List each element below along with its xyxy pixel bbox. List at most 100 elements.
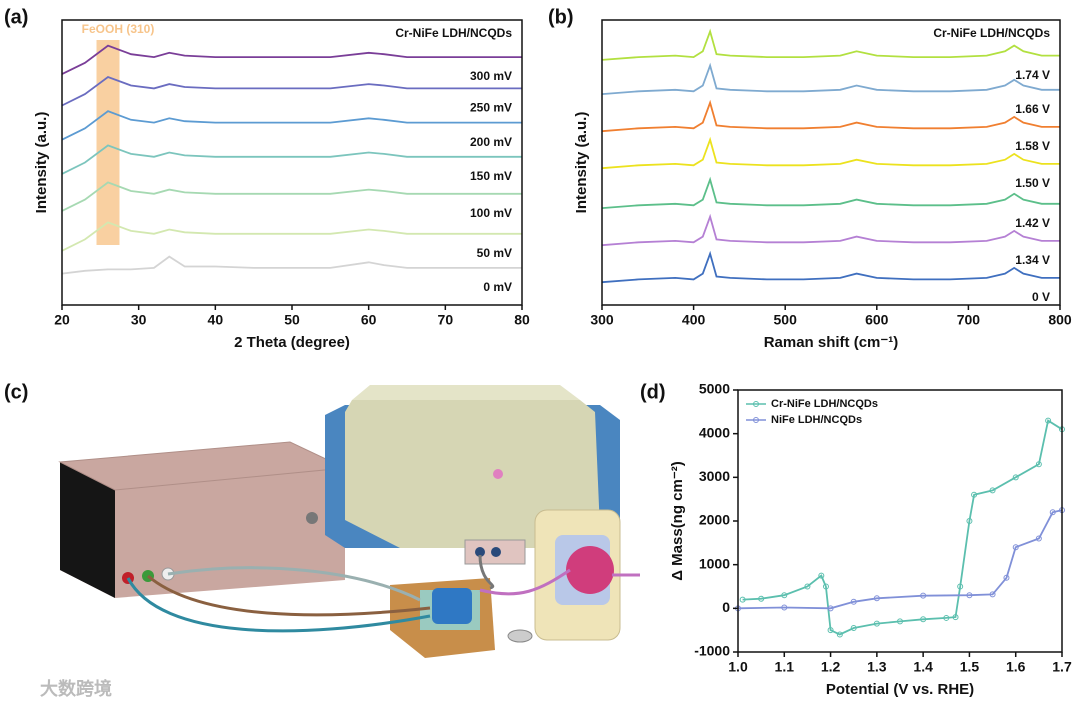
y-axis-label: Intensity (a.u.) bbox=[573, 112, 590, 214]
series-label: 1.50 V bbox=[1015, 176, 1050, 190]
marker bbox=[758, 595, 765, 602]
series-line bbox=[61, 44, 522, 75]
watermark: 大数跨境 bbox=[40, 678, 112, 699]
marker bbox=[952, 614, 959, 621]
marker bbox=[1045, 417, 1052, 424]
series-label: 0 V bbox=[1032, 290, 1050, 304]
marker bbox=[1035, 535, 1042, 542]
x-tick-label: 1.4 bbox=[913, 659, 933, 675]
series-line bbox=[601, 250, 1060, 284]
marker bbox=[873, 620, 880, 627]
marker bbox=[989, 487, 996, 494]
x-tick-label: 700 bbox=[957, 312, 981, 328]
series-label: 250 mV bbox=[470, 101, 512, 115]
marker bbox=[804, 583, 811, 590]
indicator bbox=[493, 469, 503, 479]
marker bbox=[850, 624, 857, 631]
x-axis-label: 2 Theta (degree) bbox=[234, 334, 350, 351]
series-line bbox=[601, 62, 1060, 95]
x-tick-label: 800 bbox=[1048, 312, 1072, 328]
highlight-band bbox=[96, 40, 120, 245]
marker bbox=[920, 616, 927, 623]
series-label: 1.58 V bbox=[1015, 139, 1050, 153]
marker bbox=[1012, 474, 1019, 481]
series-label: 1.66 V bbox=[1015, 102, 1050, 116]
y-tick-label: 5000 bbox=[699, 381, 730, 397]
legend-label: Cr-NiFe LDH/NCQDs bbox=[771, 398, 878, 410]
plot-frame bbox=[61, 19, 523, 306]
marker bbox=[957, 583, 964, 590]
series-label: 100 mV bbox=[470, 206, 512, 220]
panel-label: (b) bbox=[548, 6, 574, 28]
marker bbox=[897, 618, 903, 625]
marker bbox=[781, 592, 788, 599]
series-line bbox=[601, 136, 1060, 170]
marker bbox=[850, 598, 857, 605]
x-tick-label: 1.1 bbox=[775, 659, 795, 675]
panel-label: (d) bbox=[640, 381, 666, 403]
y-tick-label: 2000 bbox=[699, 512, 730, 528]
series-label: 0 mV bbox=[483, 280, 512, 294]
cable bbox=[167, 566, 421, 602]
series-label: 1.34 V bbox=[1015, 253, 1050, 267]
x-tick-label: 300 bbox=[590, 312, 614, 328]
x-tick-label: 1.7 bbox=[1052, 659, 1072, 675]
marker bbox=[827, 605, 834, 612]
wire bbox=[478, 554, 495, 590]
legend-marker bbox=[753, 401, 759, 407]
y-axis-label: Intensity (a.u.) bbox=[33, 112, 50, 214]
series-line bbox=[61, 221, 522, 252]
y-tick-label: 4000 bbox=[699, 424, 730, 440]
y-tick-label: 3000 bbox=[699, 468, 730, 484]
series-label: 150 mV bbox=[470, 169, 512, 183]
marker bbox=[971, 491, 978, 498]
cable bbox=[147, 574, 431, 617]
series-label: 200 mV bbox=[470, 135, 512, 149]
y-tick-label: 1000 bbox=[699, 555, 730, 571]
legend-label: NiFe LDH/NCQDs bbox=[771, 414, 862, 426]
x-axis-label: Potential (V vs. RHE) bbox=[826, 681, 974, 698]
x-tick-label: 50 bbox=[284, 312, 300, 328]
marker bbox=[920, 592, 927, 599]
y-axis-label: Δ Mass(ng cm⁻²) bbox=[669, 461, 686, 581]
series-label: 300 mV bbox=[470, 69, 512, 83]
series-line bbox=[61, 181, 522, 212]
marker bbox=[1003, 574, 1010, 581]
series-label: 50 mV bbox=[477, 246, 512, 260]
series-line bbox=[61, 144, 522, 175]
apparatus-diagram bbox=[58, 385, 640, 658]
series-line bbox=[742, 419, 1063, 636]
annotation: Cr-NiFe LDH/NCQDs bbox=[933, 26, 1050, 40]
x-tick-label: 60 bbox=[361, 312, 377, 328]
marker bbox=[1049, 509, 1056, 516]
x-tick-label: 20 bbox=[54, 312, 70, 328]
marker bbox=[836, 631, 843, 638]
qcm-front bbox=[345, 400, 600, 548]
panel-label: (c) bbox=[4, 381, 28, 403]
x-tick-label: 1.0 bbox=[728, 659, 748, 675]
series-label: 1.74 V bbox=[1015, 68, 1050, 82]
y-tick-label: -1000 bbox=[694, 643, 730, 659]
x-tick-label: 500 bbox=[774, 312, 798, 328]
socket bbox=[475, 547, 485, 557]
series-line bbox=[61, 75, 522, 107]
plot-frame bbox=[737, 389, 1063, 653]
x-tick-label: 30 bbox=[131, 312, 147, 328]
knob bbox=[306, 512, 318, 524]
series-line bbox=[601, 28, 1060, 61]
x-tick-label: 1.6 bbox=[1006, 659, 1026, 675]
box-side bbox=[60, 462, 115, 598]
marker bbox=[873, 595, 880, 602]
marker bbox=[966, 518, 973, 524]
marker bbox=[989, 591, 996, 598]
marker bbox=[1035, 461, 1042, 468]
legend-marker bbox=[753, 417, 759, 423]
x-tick-label: 80 bbox=[514, 312, 530, 328]
plot-frame bbox=[601, 19, 1061, 306]
cell bbox=[432, 588, 472, 624]
series-label: 1.42 V bbox=[1015, 216, 1050, 230]
x-tick-label: 600 bbox=[865, 312, 889, 328]
annotation: Cr-NiFe LDH/NCQDs bbox=[395, 26, 512, 40]
series-line bbox=[61, 255, 522, 275]
